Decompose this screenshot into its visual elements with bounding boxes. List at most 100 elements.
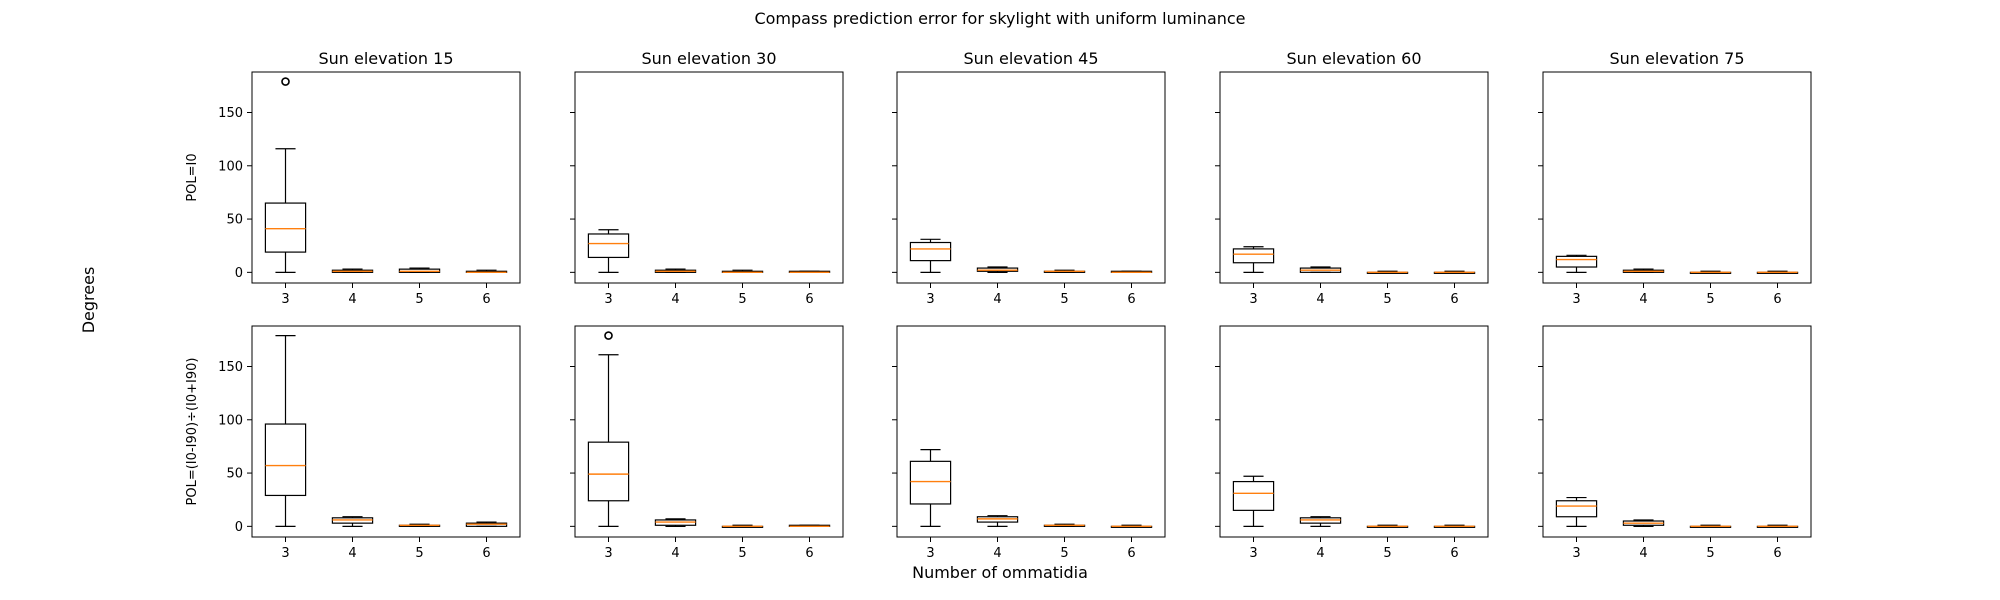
- box-3: [1232, 246, 1275, 273]
- box-4: [976, 515, 1019, 527]
- panel-frame: [1542, 71, 1812, 284]
- y-tick-label: 50: [226, 213, 243, 228]
- box-6: [1756, 270, 1799, 274]
- box-4: [654, 268, 697, 273]
- outlier-point: [281, 77, 290, 86]
- x-tick-label: 3: [281, 546, 289, 561]
- y-tick-label: 50: [226, 467, 243, 482]
- x-tick-label: 4: [1639, 292, 1647, 307]
- box-4: [331, 516, 374, 527]
- x-tick-label: 4: [348, 546, 356, 561]
- x-tick-label: 4: [348, 292, 356, 307]
- box-6: [1110, 524, 1153, 528]
- box-5: [1366, 270, 1409, 274]
- panel-0-4: Sun elevation 75 3 4 5 6: [1538, 49, 1812, 307]
- y-tick-label: 150: [218, 106, 243, 121]
- panel-1-2: 3 4 5 6: [892, 325, 1166, 561]
- x-tick-label: 3: [604, 546, 612, 561]
- x-tick-label: 6: [1450, 292, 1458, 307]
- box-6: [1110, 270, 1153, 274]
- iqr-box: [1232, 480, 1275, 511]
- box-4: [1622, 519, 1665, 527]
- box-6: [465, 269, 508, 274]
- y-tick-label: 100: [218, 159, 243, 174]
- x-tick-label: 5: [738, 292, 746, 307]
- x-tick-label: 5: [1383, 546, 1391, 561]
- y-tick-label: 0: [235, 520, 243, 535]
- x-tick-label: 5: [1060, 292, 1068, 307]
- y-tick-label: 100: [218, 413, 243, 428]
- box-4: [1299, 266, 1342, 273]
- panel-1-1: 3 4 5 6: [570, 325, 844, 561]
- x-tick-label: 6: [482, 292, 490, 307]
- x-tick-label: 3: [1249, 546, 1257, 561]
- box-5: [1043, 269, 1086, 273]
- box-5: [398, 267, 441, 273]
- x-tick-label: 6: [1127, 292, 1135, 307]
- panel-1-3: 3 4 5 6: [1215, 325, 1489, 561]
- box-3: [587, 331, 630, 527]
- panel-0-1: Sun elevation 30 3 4 5 6: [570, 49, 844, 307]
- panel-frame: [896, 325, 1166, 538]
- iqr-box: [909, 241, 952, 262]
- box-3: [909, 238, 952, 273]
- box-3: [264, 77, 307, 273]
- x-tick-label: 4: [1639, 546, 1647, 561]
- box-3: [1555, 496, 1598, 527]
- panel-frame: [251, 325, 521, 538]
- panel-frame: [574, 71, 844, 284]
- x-tick-label: 6: [805, 292, 813, 307]
- iqr-box: [587, 441, 630, 502]
- box-6: [788, 524, 831, 528]
- box-5: [1366, 524, 1409, 528]
- x-tick-label: 4: [993, 292, 1001, 307]
- x-tick-label: 3: [926, 292, 934, 307]
- x-tick-label: 5: [1060, 546, 1068, 561]
- box-5: [721, 524, 764, 528]
- x-tick-label: 6: [482, 546, 490, 561]
- x-tick-label: 3: [281, 292, 289, 307]
- box-5: [1689, 270, 1732, 274]
- panel-title: Sun elevation 75: [1609, 49, 1744, 68]
- panel-frame: [251, 71, 521, 284]
- panel-1-4: 3 4 5 6: [1538, 325, 1812, 561]
- iqr-box: [264, 423, 307, 497]
- panel-frame: [1542, 325, 1812, 538]
- box-4: [976, 266, 1019, 273]
- x-tick-label: 5: [738, 546, 746, 561]
- y-tick-label: 150: [218, 360, 243, 375]
- panel-0-2: Sun elevation 45 3 4 5 6: [892, 49, 1166, 307]
- x-tick-label: 5: [415, 546, 423, 561]
- x-tick-label: 5: [1706, 546, 1714, 561]
- box-4: [331, 268, 374, 273]
- row-label: POL=I0: [185, 153, 200, 201]
- box-3: [264, 334, 307, 527]
- panel-title: Sun elevation 45: [963, 49, 1098, 68]
- box-5: [721, 269, 764, 274]
- y-axis-label: Degrees: [79, 267, 98, 334]
- panel-title: Sun elevation 30: [641, 49, 776, 68]
- panel-title: Sun elevation 15: [318, 49, 453, 68]
- box-3: [1232, 475, 1275, 527]
- y-tick-label: 0: [235, 266, 243, 281]
- x-axis-label: Number of ommatidia: [912, 563, 1088, 582]
- panel-title: Sun elevation 60: [1286, 49, 1421, 68]
- panel-frame: [574, 325, 844, 538]
- outlier-point: [604, 331, 613, 340]
- x-tick-label: 5: [1383, 292, 1391, 307]
- x-tick-label: 3: [1572, 292, 1580, 307]
- x-tick-label: 6: [1450, 546, 1458, 561]
- panel-frame: [1219, 71, 1489, 284]
- iqr-box: [1555, 500, 1598, 518]
- box-4: [1622, 268, 1665, 273]
- iqr-box: [909, 460, 952, 505]
- x-tick-label: 3: [604, 292, 612, 307]
- panel-0-3: Sun elevation 60 3 4 5 6: [1215, 49, 1489, 307]
- box-5: [1043, 523, 1086, 527]
- box-6: [1756, 524, 1799, 528]
- box-6: [788, 270, 831, 274]
- x-tick-label: 4: [1316, 546, 1324, 561]
- x-tick-label: 3: [1572, 546, 1580, 561]
